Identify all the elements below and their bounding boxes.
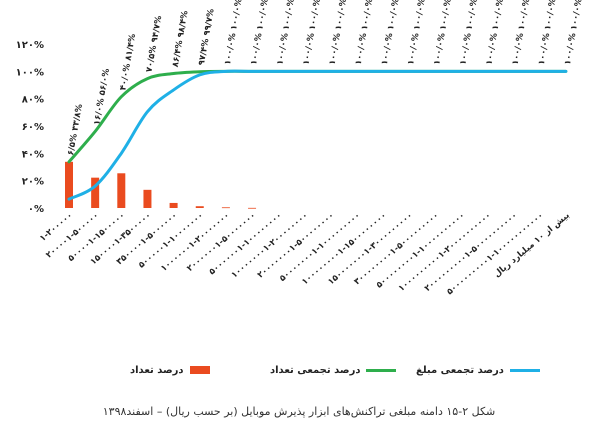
point-label: ۸۱/۴% ۴۰/۰%: [118, 33, 138, 92]
point-label: ۹۴/۷% ۷۰/۵%: [145, 14, 165, 73]
legend-swatch-cum-amount: [509, 368, 540, 372]
y-tick-label: ۱۰۰%: [16, 67, 44, 78]
point-label: ۱۰۰/۰% ۱۰۰/۰%: [354, 0, 376, 66]
point-label: ۱۰۰/۰% ۱۰۰/۰%: [563, 0, 585, 66]
bar: [221, 207, 230, 209]
legend: درصد تجمعی مبلغ درصد تجمعی تعداد درصد تع…: [0, 360, 598, 380]
point-label: ۹۹/۷% ۹۷/۴%: [197, 8, 217, 67]
x-axis: ۱-۲۰۰۰۰۰۲۰۰۰۰۱-۵۰۰۰۰۰۵۰۰۰۰۱-۱۵۰۰۰۰۰۱۵۰۰۰…: [38, 211, 572, 298]
bar: [91, 177, 100, 208]
legend-item-count: درصد تعداد: [130, 360, 210, 380]
bar: [117, 173, 126, 208]
point-label: ۱۰۰/۰% ۱۰۰/۰%: [301, 0, 323, 66]
legend-item-cum-count: درصد تجمعی تعداد: [270, 360, 397, 380]
y-tick-label: ۱۲۰%: [16, 40, 44, 51]
point-label: ۱۰۰/۰% ۱۰۰/۰%: [223, 0, 245, 66]
legend-item-cum-amount: درصد تجمعی مبلغ: [416, 360, 540, 380]
point-label: ۱۰۰/۰% ۱۰۰/۰%: [380, 0, 402, 66]
y-tick-label: ۰%: [28, 204, 44, 215]
legend-label-cum-count: درصد تجمعی تعداد: [270, 364, 361, 376]
point-label: ۱۰۰/۰% ۱۰۰/۰%: [458, 0, 480, 66]
bar: [248, 207, 257, 209]
point-label: ۱۰۰/۰% ۱۰۰/۰%: [406, 0, 428, 66]
bar: [65, 161, 73, 208]
legend-label-cum-amount: درصد تجمعی مبلغ: [416, 364, 504, 376]
legend-swatch-cum-count: [366, 368, 397, 372]
point-label: ۱۰۰/۰% ۱۰۰/۰%: [275, 0, 297, 66]
point-label: ۱۰۰/۰% ۱۰۰/۰%: [537, 0, 559, 66]
bar: [195, 206, 204, 208]
point-label: ۱۰۰/۰% ۱۰۰/۰%: [432, 0, 454, 66]
figure-caption: شکل ۲-۱۵ دامنه مبلغی تراکنش‌های ابزار پذ…: [102, 405, 496, 418]
point-label: ۱۰۰/۰% ۱۰۰/۰%: [485, 0, 507, 66]
point-label: ۹۸/۴% ۸۶/۴%: [171, 9, 191, 68]
bar: [143, 189, 152, 208]
series-line-cum-amount: [67, 69, 568, 201]
bars: [65, 161, 257, 209]
point-labels: ۳۳/۸% ۶/۵% ۵۶/۰% ۱۶/۰% ۸۱/۴% ۴۰/۰% ۹۴/۷% ۷۰…: [66, 0, 585, 156]
y-tick-label: ۸۰%: [22, 95, 44, 106]
legend-label-count: درصد تعداد: [130, 364, 184, 376]
y-tick-label: ۶۰%: [22, 122, 44, 133]
legend-swatch-count: [189, 366, 210, 374]
y-axis: ۰% ۲۰% ۴۰% ۶۰% ۸۰% ۱۰۰% ۱۲۰%: [16, 40, 44, 215]
y-tick-label: ۲۰%: [22, 177, 44, 188]
bar: [169, 202, 178, 208]
point-label: ۱۰۰/۰% ۱۰۰/۰%: [249, 0, 271, 66]
point-label: ۱۰۰/۰% ۱۰۰/۰%: [328, 0, 350, 66]
chart: ۰%۲۰%۴۰%۶۰%۸۰%۱۰۰%۱۲۰% ۳۳/۸% ۶/۵% ۵۶/۰% ۱…: [16, 0, 585, 298]
y-tick-label: ۴۰%: [22, 149, 44, 160]
point-label: ۱۰۰/۰% ۱۰۰/۰%: [511, 0, 533, 66]
point-label: ۵۶/۰% ۱۶/۰%: [92, 67, 112, 126]
lines: [67, 69, 568, 201]
